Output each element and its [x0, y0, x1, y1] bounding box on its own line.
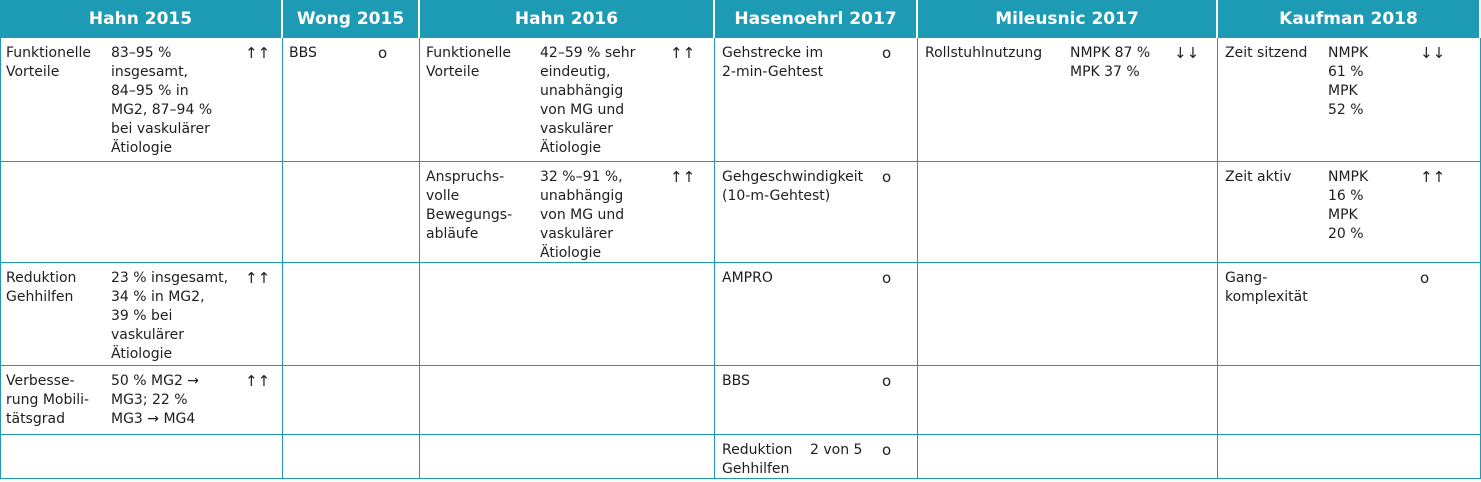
- table-cell: [0, 162, 283, 263]
- trend-symbol: ↑↑: [670, 168, 696, 186]
- table-cell: [283, 162, 420, 263]
- cell-text: NMPK 87 % MPK 37 %: [1070, 45, 1151, 80]
- cell-text: 2 von 5: [810, 442, 863, 458]
- trend-symbol: ↓↓: [1174, 44, 1200, 62]
- column-header: Wong 2015: [283, 0, 420, 38]
- column-header: Mileusnic 2017: [918, 0, 1218, 38]
- cell-label: Zeit aktiv: [1225, 169, 1292, 185]
- cell-label: Verbesse- rung Mobili- tätsgrad: [6, 373, 90, 427]
- cell-label: Zeit sitzend: [1225, 45, 1308, 61]
- table-cell: BBS o: [715, 366, 918, 435]
- table-cell: [918, 162, 1218, 263]
- table-cell: Funktionelle Vorteile 83–95 % insgesamt, …: [0, 38, 283, 162]
- cell-text: 32 %–91 %, unabhängig von MG und vaskulä…: [540, 169, 625, 261]
- trend-symbol: ↑↑: [1420, 168, 1446, 186]
- trend-symbol: o: [882, 168, 892, 186]
- table-cell: Gehstrecke im 2-min-Gehtest o: [715, 38, 918, 162]
- trend-symbol: o: [1420, 269, 1430, 287]
- trend-symbol: ↓↓: [1420, 44, 1446, 62]
- trend-symbol: o: [882, 372, 892, 390]
- table-cell: [0, 435, 283, 479]
- trend-symbol: o: [882, 269, 892, 287]
- table-cell: [283, 263, 420, 366]
- cell-label: Gehgeschwindigkeit (10-m-Gehtest): [722, 169, 864, 204]
- table-cell: Zeit aktiv NMPK 16 % MPK 20 % ↑↑: [1218, 162, 1481, 263]
- column-header: Hahn 2016: [420, 0, 715, 38]
- trend-symbol: ↑↑: [245, 44, 271, 62]
- table-cell: BBS o: [283, 38, 420, 162]
- table-cell: Reduktion Gehhilfen 2 von 5 o: [715, 435, 918, 479]
- table-cell: [1218, 435, 1481, 479]
- cell-label: Funktionelle Vorteile: [426, 45, 511, 80]
- cell-label: Reduktion Gehhilfen: [6, 270, 77, 305]
- trend-symbol: ↑↑: [245, 372, 271, 390]
- table-cell: [420, 263, 715, 366]
- cell-label: Rollstuhlnutzung: [925, 45, 1043, 61]
- table-cell: [1218, 366, 1481, 435]
- trend-symbol: ↑↑: [245, 269, 271, 287]
- cell-text: NMPK 16 % MPK 20 %: [1328, 169, 1369, 242]
- cell-label: Funktionelle Vorteile: [6, 45, 91, 80]
- table-cell: Funktionelle Vorteile 42–59 % sehr eindeu…: [420, 38, 715, 162]
- cell-text: 42–59 % sehr eindeutig, unabhängig von M…: [540, 45, 636, 156]
- cell-text: NMPK 61 % MPK 52 %: [1328, 45, 1369, 118]
- table-cell: Zeit sitzend NMPK 61 % MPK 52 % ↓↓: [1218, 38, 1481, 162]
- cell-label: Gang- komplexität: [1225, 270, 1308, 305]
- table-cell: Rollstuhlnutzung NMPK 87 % MPK 37 % ↓↓: [918, 38, 1218, 162]
- cell-text: 50 % MG2 → MG3; 22 % MG3 → MG4: [111, 373, 200, 427]
- cell-label: BBS: [289, 45, 317, 61]
- table-cell: [283, 366, 420, 435]
- cell-label: Reduktion Gehhilfen: [722, 442, 793, 477]
- table-cell: Anspruchs- volle Bewegungs- abläufe 32 %–…: [420, 162, 715, 263]
- table-cell: [420, 435, 715, 479]
- cell-label: AMPRO: [722, 270, 773, 286]
- column-header: Hahn 2015: [0, 0, 283, 38]
- table-cell: [918, 435, 1218, 479]
- trend-symbol: o: [882, 44, 892, 62]
- table-cell: [918, 366, 1218, 435]
- table-cell: Verbesse- rung Mobili- tätsgrad 50 % MG2 …: [0, 366, 283, 435]
- table-cell: [283, 435, 420, 479]
- table-cell: [420, 366, 715, 435]
- table-cell: [918, 263, 1218, 366]
- trend-symbol: ↑↑: [670, 44, 696, 62]
- column-header: Hasenoehrl 2017: [715, 0, 918, 38]
- cell-label: BBS: [722, 373, 750, 389]
- table-cell: AMPRO o: [715, 263, 918, 366]
- table-cell: Reduktion Gehhilfen 23 % insgesamt, 34 % …: [0, 263, 283, 366]
- cell-text: 23 % insgesamt, 34 % in MG2, 39 % bei va…: [111, 270, 229, 362]
- cell-label: Anspruchs- volle Bewegungs- abläufe: [426, 169, 513, 242]
- table-cell: Gang- komplexität o: [1218, 263, 1481, 366]
- table-cell: Gehgeschwindigkeit (10-m-Gehtest) o: [715, 162, 918, 263]
- trend-symbol: o: [882, 441, 892, 459]
- cell-text: 83–95 % insgesamt, 84–95 % in MG2, 87–94…: [111, 45, 213, 156]
- cell-label: Gehstrecke im 2-min-Gehtest: [722, 45, 824, 80]
- trend-symbol: o: [378, 44, 388, 62]
- column-header: Kaufman 2018: [1218, 0, 1481, 38]
